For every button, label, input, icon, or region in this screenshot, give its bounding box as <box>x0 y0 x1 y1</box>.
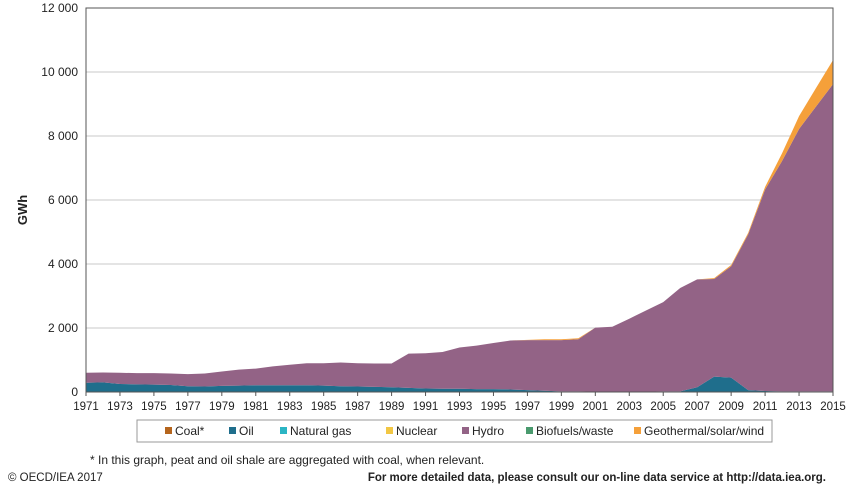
x-tick-label: 2003 <box>616 401 642 413</box>
x-tick-label: 1991 <box>413 401 439 413</box>
x-tick-label: 2007 <box>684 401 710 413</box>
legend-swatch <box>165 427 172 434</box>
legend-swatch <box>462 427 469 434</box>
legend-label: Hydro <box>472 424 504 438</box>
x-tick-label: 2005 <box>650 401 676 413</box>
x-tick-label: 1983 <box>277 401 303 413</box>
legend-label: Biofuels/waste <box>536 424 614 438</box>
legend-label: Coal* <box>175 424 205 438</box>
y-tick-label: 4 000 <box>48 257 78 271</box>
x-tick-label: 1975 <box>141 401 167 413</box>
y-tick-label: 8 000 <box>48 129 78 143</box>
x-tick-label: 1999 <box>549 401 575 413</box>
x-tick-label: 2001 <box>583 401 609 413</box>
x-tick-label: 1995 <box>481 401 507 413</box>
x-tick-label: 1985 <box>311 401 337 413</box>
y-tick-label: 6 000 <box>48 193 78 207</box>
x-tick-label: 1993 <box>447 401 473 413</box>
legend-swatch <box>280 427 287 434</box>
legend-label: Natural gas <box>290 424 351 438</box>
more-data-note: For more detailed data, please consult o… <box>367 472 826 484</box>
x-tick-label: 1997 <box>515 401 541 413</box>
x-tick-label: 2011 <box>753 401 778 413</box>
x-tick-label: 2013 <box>786 401 812 413</box>
series-area-oil <box>86 376 833 392</box>
legend-swatch <box>386 427 393 434</box>
y-tick-label: 10 000 <box>41 65 78 79</box>
legend-swatch <box>229 427 236 434</box>
legend-item: Coal* <box>165 424 205 438</box>
y-axis-ticks: 0 2 000 4 000 6 000 8 000 10 000 12 000 <box>41 1 78 399</box>
x-tick-label: 1989 <box>379 401 405 413</box>
y-tick-label: 12 000 <box>41 1 78 15</box>
x-tick-label: 1971 <box>73 401 99 413</box>
legend-item: Nuclear <box>386 424 437 438</box>
y-tick-label: 0 <box>71 385 78 399</box>
x-tick-label: 1981 <box>243 401 269 413</box>
x-tick-label: 1987 <box>345 401 371 413</box>
legend-swatch <box>634 427 641 434</box>
x-tick-label: 1977 <box>175 401 201 413</box>
legend-label: Oil <box>239 424 254 438</box>
legend-item: Natural gas <box>280 424 351 438</box>
legend-item: Geothermal/solar/wind <box>634 424 764 438</box>
legend-item: Hydro <box>462 424 504 438</box>
legend-label: Nuclear <box>396 424 437 438</box>
legend-box <box>136 419 773 443</box>
legend-item: Biofuels/waste <box>526 424 614 438</box>
x-axis-ticks: 1971 1973 1975 1977 1979 1981 1983 1985 1987 1989… <box>73 392 846 413</box>
x-tick-label: 2009 <box>718 401 744 413</box>
x-tick-label: 2015 <box>820 401 846 413</box>
footnote: * In this graph, peat and oil shale are … <box>90 453 485 467</box>
x-tick-label: 1973 <box>107 401 133 413</box>
legend: Coal* Oil Natural gas Nuclear Hydro Biofuels/… <box>136 419 773 443</box>
legend-label: Geothermal/solar/wind <box>644 424 764 438</box>
y-axis-label: GWh <box>15 195 30 225</box>
series-area-hydro <box>86 84 833 392</box>
y-tick-label: 2 000 <box>48 321 78 335</box>
legend-swatch <box>526 427 533 434</box>
copyright: © OECD/IEA 2017 <box>8 472 103 484</box>
stacked-areas <box>86 60 833 392</box>
x-tick-label: 1979 <box>209 401 235 413</box>
legend-item: Oil <box>229 424 254 438</box>
